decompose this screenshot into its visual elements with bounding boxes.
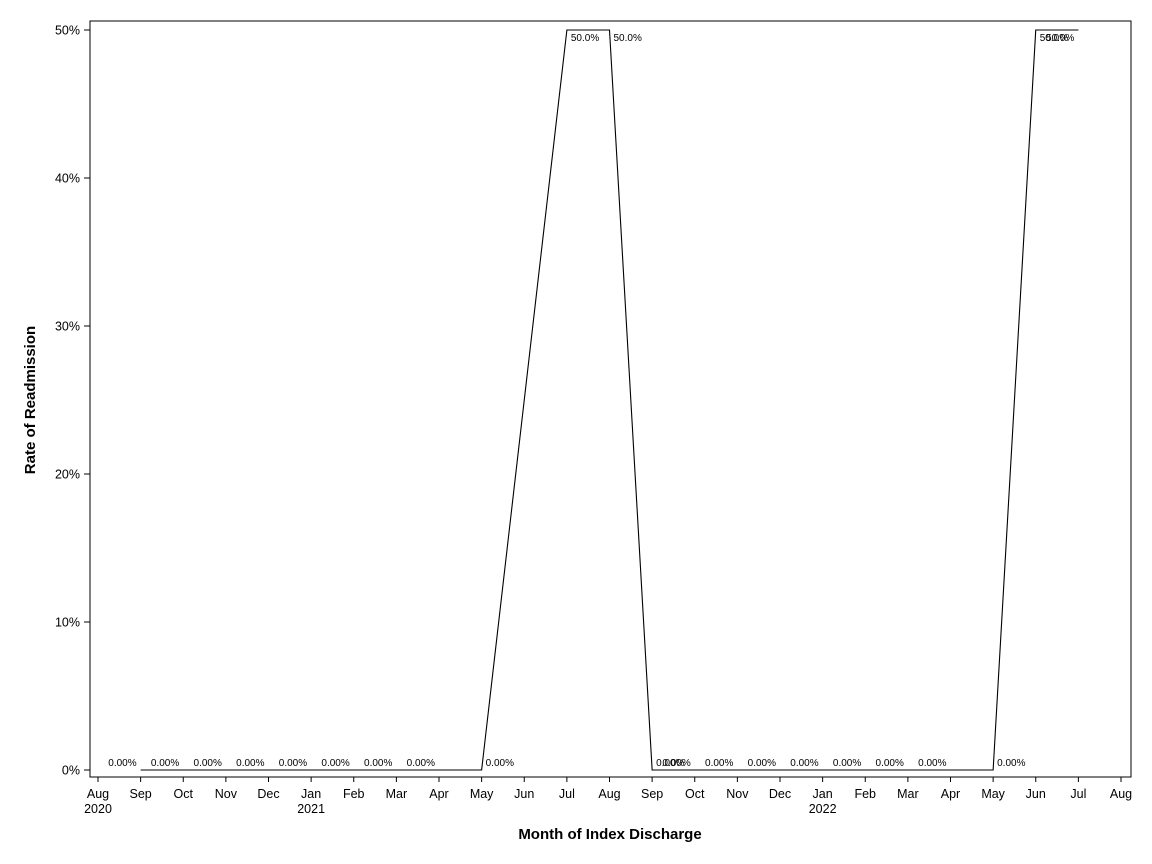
data-label: 0.00%	[194, 758, 222, 769]
data-label: 0.00%	[656, 758, 684, 769]
x-tick-label: Sep	[130, 787, 152, 801]
data-label: 50.0%	[1046, 33, 1074, 44]
x-tick-label: Sep	[641, 787, 663, 801]
x-tick-label: Mar	[897, 787, 919, 801]
data-label: 0.00%	[997, 758, 1025, 769]
data-label: 0.00%	[790, 758, 818, 769]
x-tick-label: Feb	[343, 787, 365, 801]
x-tick-label: Jan	[813, 787, 833, 801]
series-layer	[140, 29, 1079, 771]
series-line	[140, 29, 1079, 771]
x-axis: Aug Sep Oct Nov Dec Jan Feb Mar Apr May Jun Jul Aug S…	[84, 777, 1132, 816]
x-tick-label: Aug	[598, 787, 620, 801]
data-label: 0.00%	[279, 758, 307, 769]
x-tick-label: Nov	[726, 787, 749, 801]
x-tick-label: Jul	[559, 787, 575, 801]
data-label: 0.00%	[321, 758, 349, 769]
x-year-label: 2020	[84, 802, 112, 816]
plot-frame	[89, 20, 1132, 778]
data-label: 0.00%	[918, 758, 946, 769]
data-label: 0.00%	[705, 758, 733, 769]
y-tick-label: 40%	[55, 172, 80, 186]
data-label: 0.00%	[108, 758, 136, 769]
x-tick-label: Aug	[87, 787, 109, 801]
x-axis-title: Month of Index Discharge	[518, 826, 701, 843]
y-tick-label: 0%	[62, 764, 80, 778]
data-label: 0.00%	[833, 758, 861, 769]
data-label: 50.0%	[571, 33, 599, 44]
x-tick-label: Apr	[941, 787, 960, 801]
x-tick-label: Oct	[174, 787, 194, 801]
x-tick-label: Oct	[685, 787, 705, 801]
data-label: 0.00%	[486, 758, 514, 769]
data-label: 0.00%	[236, 758, 264, 769]
data-label: 0.00%	[407, 758, 435, 769]
x-year-label: 2022	[809, 802, 837, 816]
data-label: 0.00%	[876, 758, 904, 769]
x-tick-label: Dec	[257, 787, 279, 801]
data-label: 0.00%	[151, 758, 179, 769]
y-tick-label: 20%	[55, 468, 80, 482]
data-label: 0.00%	[662, 758, 690, 769]
data-label: 50.0%	[614, 33, 642, 44]
x-tick-label: May	[981, 787, 1005, 801]
x-year-label: 2021	[297, 802, 325, 816]
x-tick-label: May	[470, 787, 494, 801]
x-tick-label: Nov	[215, 787, 238, 801]
data-label-layer: 0.00% 0.00% 0.00% 0.00% 0.00% 0.00% 0.00% 0.00%…	[108, 33, 1074, 769]
y-axis: 0% 10% 20% 30% 40% 50%	[55, 24, 90, 778]
x-tick-label: Jul	[1070, 787, 1086, 801]
y-tick-label: 10%	[55, 616, 80, 630]
data-label: 0.00%	[748, 758, 776, 769]
x-tick-label: Apr	[429, 787, 448, 801]
x-tick-label: Jun	[1026, 787, 1046, 801]
x-tick-label: Mar	[386, 787, 408, 801]
x-tick-label: Aug	[1110, 787, 1132, 801]
x-tick-label: Dec	[769, 787, 791, 801]
data-label: 50.0%	[1040, 33, 1068, 44]
x-tick-label: Jun	[514, 787, 534, 801]
data-label: 0.00%	[364, 758, 392, 769]
y-tick-label: 30%	[55, 320, 80, 334]
x-tick-label: Feb	[854, 787, 876, 801]
y-tick-label: 50%	[55, 24, 80, 38]
x-tick-label: Jan	[301, 787, 321, 801]
y-axis-title: Rate of Readmission	[22, 326, 39, 474]
